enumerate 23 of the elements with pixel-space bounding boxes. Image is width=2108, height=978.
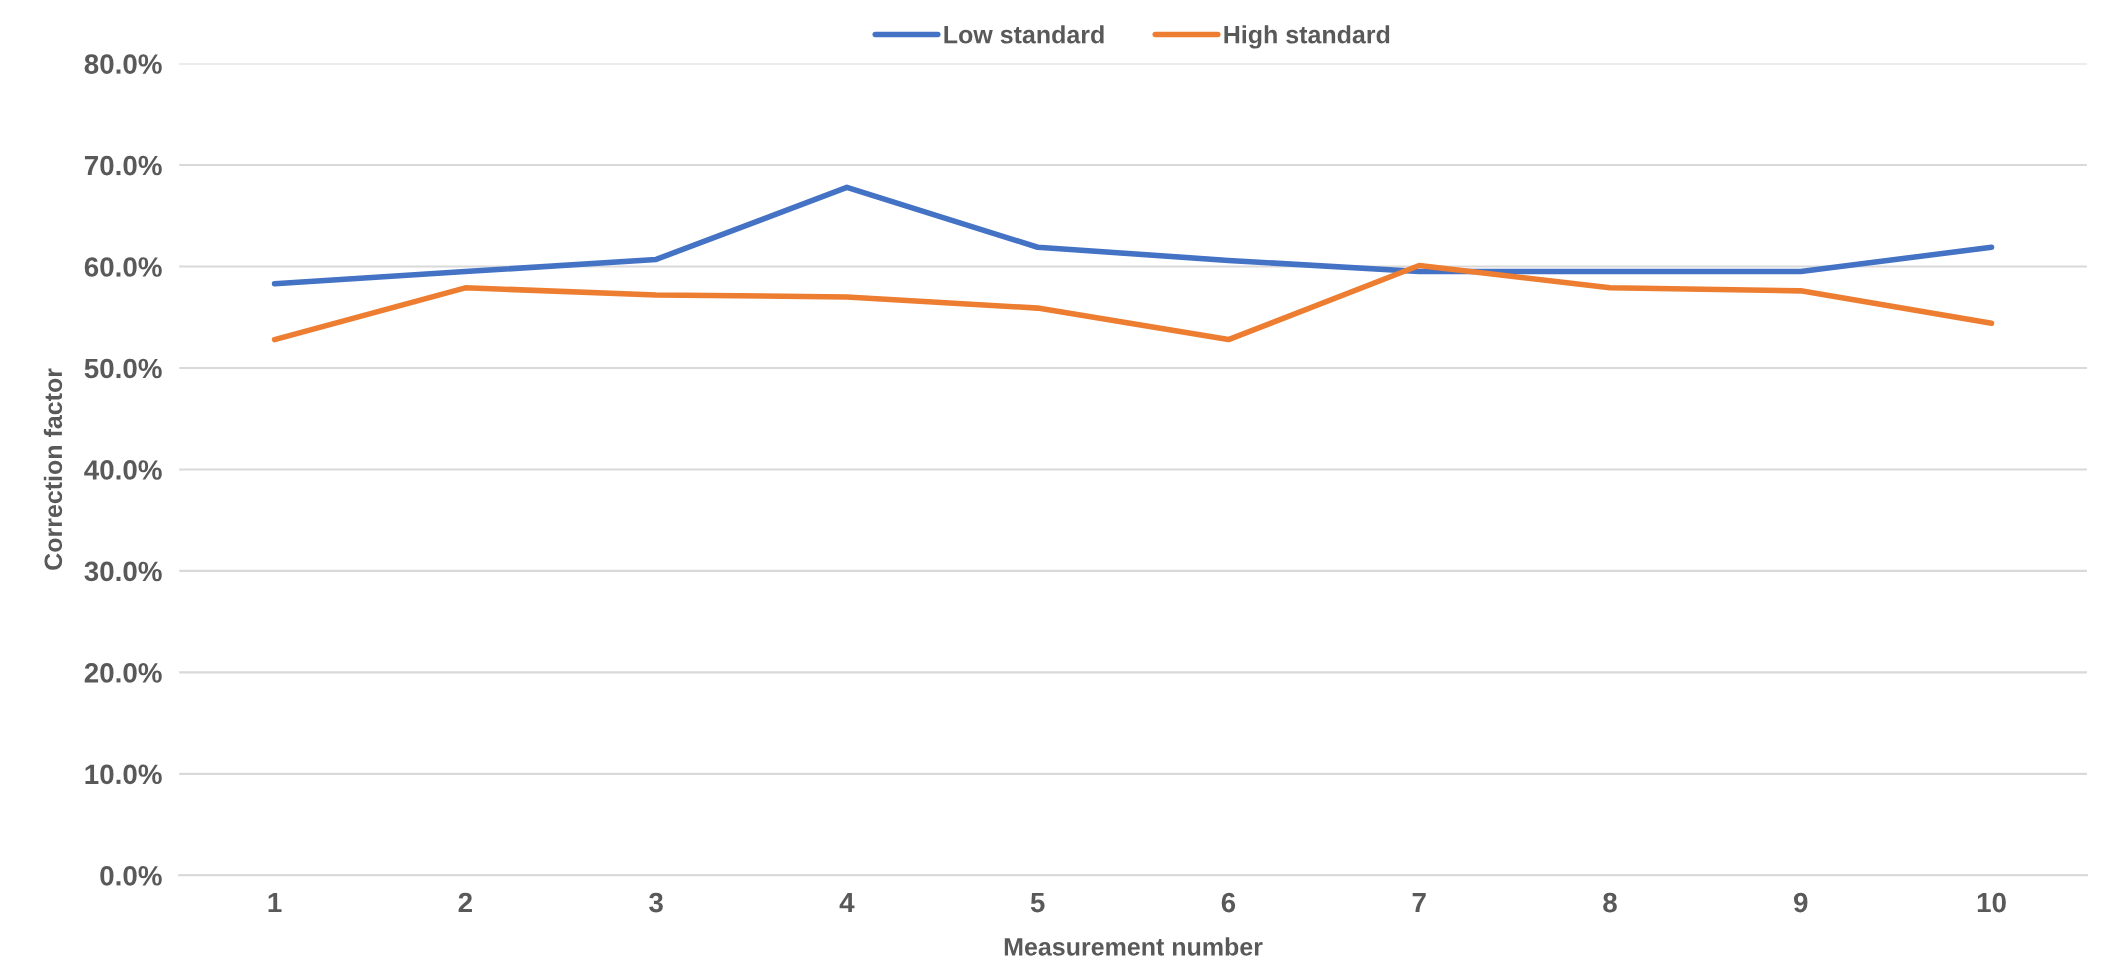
x-tick-label: 3 (649, 892, 663, 913)
x-tick-label: 9 (1794, 892, 1808, 913)
y-tick-label: 0.0% (100, 865, 162, 886)
y-tick-label: 50.0% (84, 358, 162, 379)
x-tick-label: 8 (1603, 892, 1617, 913)
y-tick-label: 70.0% (84, 155, 162, 176)
x-tick-label: 1 (268, 893, 282, 913)
y-tick-label: 40.0% (84, 460, 162, 480)
y-tick-label: 20.0% (84, 663, 162, 683)
x-tick-label: 10 (1977, 892, 2006, 913)
y-tick-label: 80.0% (84, 54, 162, 74)
y-tick-label: 30.0% (84, 561, 162, 582)
x-tick-label: 7 (1412, 893, 1426, 913)
x-axis-title: Measurement number (1004, 937, 1263, 956)
legend-label: Low standard (944, 25, 1104, 44)
y-tick-label: 60.0% (84, 257, 162, 277)
x-tick-label: 2 (458, 892, 472, 913)
x-tick-label: 5 (1030, 893, 1045, 913)
legend-label: High standard (1224, 25, 1390, 49)
y-axis-title: Correction factor (43, 368, 63, 570)
x-tick-label: 6 (1221, 892, 1236, 913)
y-tick-label: 10.0% (85, 764, 162, 785)
x-tick-label: 4 (839, 893, 855, 913)
